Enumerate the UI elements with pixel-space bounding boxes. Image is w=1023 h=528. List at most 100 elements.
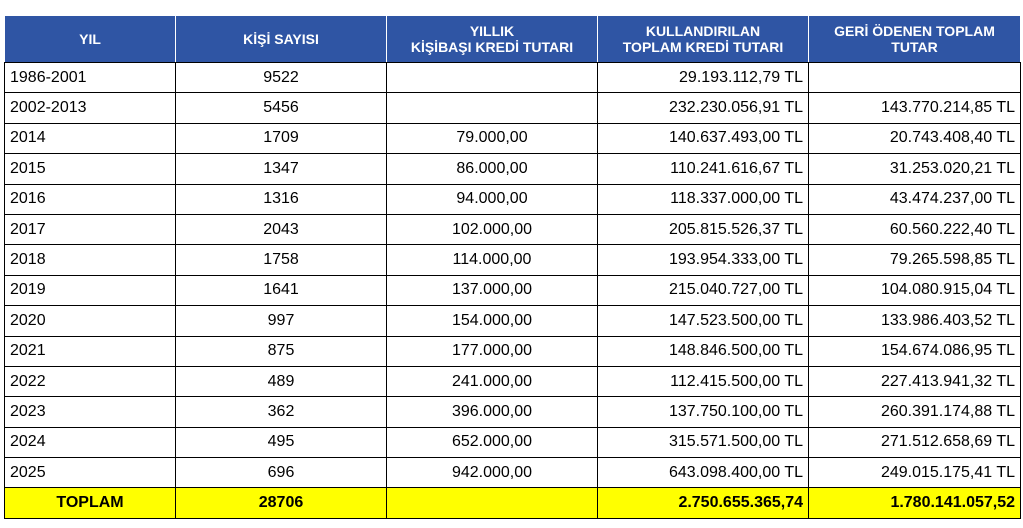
year-cell: 1986-2001 [4,61,176,94]
year-cell: 2015 [4,153,176,185]
year-cell: 2017 [4,213,176,246]
table-row: 2018 1758 114.000,00 193.954.333,00 TL 79.26… [4,244,1021,276]
table-row: 1986-2001 9522 29.193.112,79 TL [4,61,1021,94]
annual-credit-cell: 154.000,00 [386,305,598,337]
person-count-cell: 5456 [175,92,387,124]
total-credit-cell: 140.637.493,00 TL [597,122,809,155]
year-cell: 2025 [4,457,176,489]
total-credit-cell: 215.040.727,00 TL [597,274,809,307]
total-credit-cell: 29.193.112,79 TL [597,61,809,94]
year-cell: 2023 [4,396,176,428]
header-person-count: KİŞİ SAYISI [175,15,387,63]
header-annual-credit: YILLIK KİŞİBAŞI KREDİ TUTARI [386,15,598,63]
person-count-cell: 1316 [175,183,387,215]
annual-credit-cell: 86.000,00 [386,153,598,185]
year-cell: 2014 [4,122,176,155]
person-count-cell: 9522 [175,61,387,94]
year-cell: 2016 [4,183,176,215]
total-credit-cell: 137.750.100,00 TL [597,396,809,428]
header-year: YIL [4,15,176,63]
person-count-cell: 495 [175,426,387,459]
table-row: 2014 1709 79.000,00 140.637.493,00 TL 20.743… [4,122,1021,155]
table-row: 2022 489 241.000,00 112.415.500,00 TL 227.41… [4,365,1021,398]
total-year-cell: TOPLAM [4,487,176,520]
header-total-credit: KULLANDIRILAN TOPLAM KREDİ TUTARI [597,15,809,63]
header-label: TOPLAM KREDİ TUTARI [622,39,784,55]
header-row: YIL KİŞİ SAYISI YILLIK KİŞİBAŞI KREDİ TUTAR… [4,15,1021,63]
total-credit-cell: 232.230.056,91 TL [597,92,809,124]
table-row: 2021 875 177.000,00 148.846.500,00 TL 154.67… [4,335,1021,367]
person-count-cell: 2043 [175,213,387,246]
table-row: 2024 495 652.000,00 315.571.500,00 TL 271.51… [4,426,1021,459]
year-cell: 2021 [4,335,176,367]
header-label: KİŞİBAŞI KREDİ TUTARI [410,39,574,55]
person-count-cell: 1347 [175,153,387,185]
table-row: 2015 1347 86.000,00 110.241.616,67 TL 31.253… [4,153,1021,185]
total-repaid-cell: 20.743.408,40 TL [808,122,1021,155]
person-count-cell: 1758 [175,244,387,276]
total-credit-cell: 193.954.333,00 TL [597,244,809,276]
total-repaid-cell: 143.770.214,85 TL [808,92,1021,124]
total-credit-cell: 147.523.500,00 TL [597,305,809,337]
total-repaid-cell: 260.391.174,88 TL [808,396,1021,428]
header-label: YIL [79,31,101,47]
total-credit-cell: 118.337.000,00 TL [597,183,809,215]
annual-credit-cell: 137.000,00 [386,274,598,307]
total-repaid-cell: 154.674.086,95 TL [808,335,1021,367]
annual-credit-cell: 652.000,00 [386,426,598,459]
person-count-cell: 489 [175,365,387,398]
header-label: GERİ ÖDENEN TOPLAM [834,23,995,39]
person-count-cell: 997 [175,305,387,337]
table-row: 2016 1316 94.000,00 118.337.000,00 TL 43.474… [4,183,1021,215]
total-row: TOPLAM 28706 2.750.655.365,74 1.780.141.057… [4,487,1021,520]
person-count-cell: 696 [175,457,387,489]
table-row: 2023 362 396.000,00 137.750.100,00 TL 260.39… [4,396,1021,428]
header-total-repaid: GERİ ÖDENEN TOPLAM TUTAR [808,15,1021,63]
total-credit-cell: 112.415.500,00 TL [597,365,809,398]
person-count-cell: 1709 [175,122,387,155]
total-repaid-cell: 271.512.658,69 TL [808,426,1021,459]
total-credit-cell: 110.241.616,67 TL [597,153,809,185]
table-row: 2002-2013 5456 232.230.056,91 TL 143.770.21… [4,92,1021,124]
total-credit-cell: 643.098.400,00 TL [597,457,809,489]
table-row: 2020 997 154.000,00 147.523.500,00 TL 133.98… [4,305,1021,337]
header-label: KİŞİ SAYISI [243,31,319,47]
annual-credit-cell: 396.000,00 [386,396,598,428]
year-cell: 2002-2013 [4,92,176,124]
table-row: 2017 2043 102.000,00 205.815.526,37 TL 60.56… [4,213,1021,246]
annual-credit-cell: 102.000,00 [386,213,598,246]
annual-credit-cell [386,92,598,124]
header-label: YILLIK [469,23,515,39]
total-person-count-cell: 28706 [175,487,387,520]
annual-credit-cell: 79.000,00 [386,122,598,155]
total-repaid-cell: 43.474.237,00 TL [808,183,1021,215]
total-credit-cell: 148.846.500,00 TL [597,335,809,367]
header-label: KULLANDIRILAN [645,23,761,39]
annual-credit-cell [386,61,598,94]
total-repaid-cell: 249.015.175,41 TL [808,457,1021,489]
total-total-repaid-cell: 1.780.141.057,52 [808,487,1021,520]
total-repaid-cell: 104.080.915,04 TL [808,274,1021,307]
table-row: 2019 1641 137.000,00 215.040.727,00 TL 104.0… [4,274,1021,307]
annual-credit-cell: 177.000,00 [386,335,598,367]
person-count-cell: 875 [175,335,387,367]
total-repaid-cell: 133.986.403,52 TL [808,305,1021,337]
year-cell: 2022 [4,365,176,398]
total-credit-cell: 315.571.500,00 TL [597,426,809,459]
annual-credit-cell: 94.000,00 [386,183,598,215]
credit-table: YIL KİŞİ SAYISI YILLIK KİŞİBAŞI KREDİ TUTAR… [4,15,1021,520]
year-cell: 2018 [4,244,176,276]
total-repaid-cell: 79.265.598,85 TL [808,244,1021,276]
total-repaid-cell: 227.413.941,32 TL [808,365,1021,398]
year-cell: 2020 [4,305,176,337]
annual-credit-cell: 942.000,00 [386,457,598,489]
total-annual-credit-cell [386,487,598,520]
total-credit-cell: 205.815.526,37 TL [597,213,809,246]
annual-credit-cell: 241.000,00 [386,365,598,398]
total-repaid-cell [808,61,1021,94]
header-label: TUTAR [891,39,938,55]
total-repaid-cell: 31.253.020,21 TL [808,153,1021,185]
person-count-cell: 1641 [175,274,387,307]
year-cell: 2024 [4,426,176,459]
total-total-credit-cell: 2.750.655.365,74 [597,487,809,520]
